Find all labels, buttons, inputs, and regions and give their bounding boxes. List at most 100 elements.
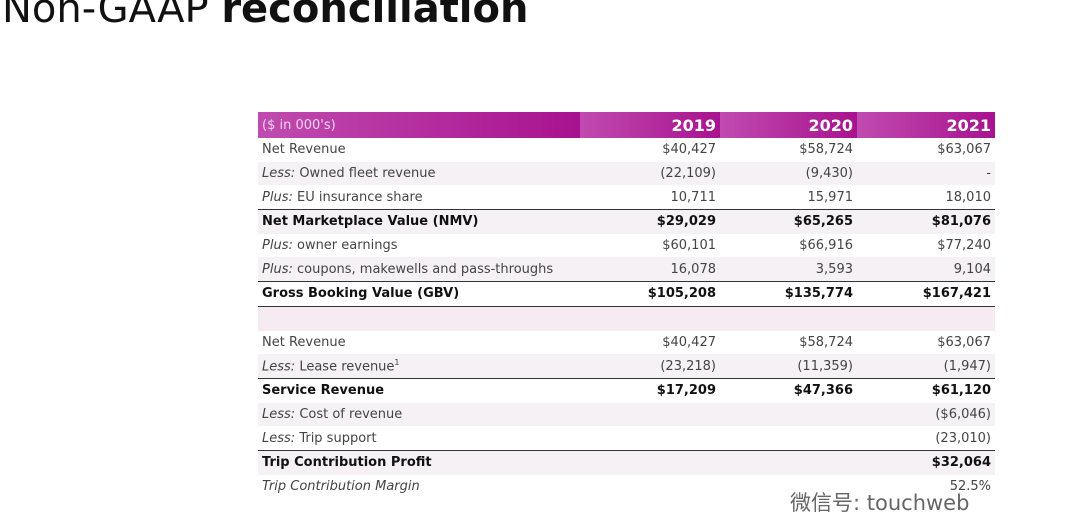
table-row: Gross Booking Value (GBV) $105,208 $135,77… <box>258 281 995 307</box>
cell <box>580 305 720 331</box>
cell <box>720 449 857 475</box>
cell: $81,076 <box>857 209 995 234</box>
row-label: Less: Lease revenue1 <box>258 354 580 379</box>
cell: $105,208 <box>580 281 720 307</box>
cell: $32,064 <box>857 449 995 475</box>
row-label: Trip Contribution Margin <box>258 475 580 499</box>
cell: (23,010) <box>935 430 991 446</box>
row-label-text: Lease revenue <box>299 359 395 375</box>
cell <box>580 402 720 427</box>
spacer-row <box>258 305 995 331</box>
row-label-text: owner earnings <box>296 238 398 254</box>
cell <box>580 449 720 475</box>
cell: $61,120 <box>857 377 995 403</box>
row-prefix: Less: <box>262 430 296 446</box>
row-label: Less: Owned fleet revenue <box>258 161 580 186</box>
row-prefix: Less: <box>262 359 296 375</box>
cell: (9,430) <box>720 161 857 186</box>
row-label: Trip Contribution Profit <box>258 449 580 475</box>
table-row: Trip Contribution Profit $32,064 <box>258 449 995 475</box>
cell: 15,971 <box>807 189 854 205</box>
cell <box>720 402 857 427</box>
table-row: Net Marketplace Value (NMV) $29,029 $65,26… <box>258 209 995 234</box>
row-prefix: Less: <box>262 406 296 422</box>
table-row: Less: Lease revenue1 (23,218) (11,359) (1,9… <box>258 354 995 379</box>
row-label-text: Trip Contribution Margin <box>262 478 420 494</box>
row-label-text: coupons, makewells and pass-throughs <box>296 261 554 277</box>
cell: $29,029 <box>580 209 720 234</box>
cell <box>580 475 720 499</box>
row-label: Less: Trip support <box>258 426 580 450</box>
cell: 9,104 <box>857 257 995 282</box>
row-prefix: Plus: <box>262 238 293 254</box>
table-row: Service Revenue $17,209 $47,366 $61,120 <box>258 377 995 403</box>
cell: $167,421 <box>857 281 995 307</box>
cell: $135,774 <box>720 281 857 307</box>
row-label: Net Revenue <box>258 331 580 355</box>
row-label-text: Cost of revenue <box>299 406 403 422</box>
cell: (23,218) <box>580 354 720 379</box>
table-row: Trip Contribution Margin 52.5% <box>258 475 995 499</box>
column-header: 2020 <box>720 112 857 138</box>
title-light: Non-GAAP <box>2 0 209 32</box>
row-label-text: Trip Contribution Profit <box>262 455 432 471</box>
cell: 18,010 <box>945 189 992 205</box>
row-label-text: Net Revenue <box>262 142 346 158</box>
column-header: 2021 <box>857 112 995 138</box>
cell: 16,078 <box>580 257 720 282</box>
row-label-text: Service Revenue <box>262 383 385 399</box>
cell: $65,265 <box>720 209 857 234</box>
cell: 52.5% <box>949 478 991 494</box>
watermark: 微信号: touchweb <box>790 491 970 515</box>
cell: $66,916 <box>799 238 853 254</box>
row-label-text: Gross Booking Value (GBV) <box>262 286 460 302</box>
cell: $40,427 <box>662 334 716 350</box>
row-label: Net Revenue <box>258 138 580 162</box>
table: ($ in 000's) 2019 2020 2021 Net Revenue $40,4… <box>258 112 995 498</box>
row-label: Gross Booking Value (GBV) <box>258 281 580 307</box>
table-row: Net Revenue $40,427 $58,724 $63,067 <box>258 138 995 162</box>
table-row: Plus: EU insurance share 10,711 15,971 18,0… <box>258 185 995 209</box>
row-prefix: Plus: <box>262 189 293 205</box>
row-label: Plus: owner earnings <box>258 234 580 258</box>
cell: $40,427 <box>662 142 716 158</box>
row-label: Plus: EU insurance share <box>258 185 580 209</box>
cell: (22,109) <box>580 161 720 186</box>
table-row: Less: Trip support (23,010) <box>258 426 995 450</box>
cell <box>258 305 580 331</box>
title-bold: reconciliation <box>221 0 529 32</box>
cell: $77,240 <box>937 238 991 254</box>
cell <box>580 426 720 450</box>
row-prefix: Less: <box>262 166 296 182</box>
row-label: Service Revenue <box>258 377 580 403</box>
cell <box>857 305 995 331</box>
cell: - <box>857 161 995 186</box>
cell: (1,947) <box>857 354 995 379</box>
cell: 3,593 <box>720 257 857 282</box>
table-row: Less: Owned fleet revenue (22,109) (9,430)… <box>258 161 995 186</box>
row-label-text: EU insurance share <box>296 189 423 205</box>
cell: $58,724 <box>799 142 853 158</box>
cell: $60,101 <box>662 238 716 254</box>
cell: $58,724 <box>799 334 853 350</box>
table-row: Plus: owner earnings $60,101 $66,916 $77,24… <box>258 234 995 258</box>
row-label: Plus: coupons, makewells and pass-throug… <box>258 257 580 282</box>
cell: $63,067 <box>937 334 991 350</box>
footnote: 1 <box>394 357 400 367</box>
cell: ($6,046) <box>857 402 995 427</box>
cell: 10,711 <box>670 189 717 205</box>
row-label-text: Net Marketplace Value (NMV) <box>262 214 479 230</box>
cell: $17,209 <box>580 377 720 403</box>
cell: $63,067 <box>937 142 991 158</box>
row-label-text: Owned fleet revenue <box>299 166 436 182</box>
row-label: Net Marketplace Value (NMV) <box>258 209 580 234</box>
table-row: Net Revenue $40,427 $58,724 $63,067 <box>258 331 995 355</box>
column-header: 2019 <box>580 112 720 138</box>
table-row: Less: Cost of revenue ($6,046) <box>258 402 995 427</box>
row-prefix: Plus: <box>262 261 293 277</box>
row-label-text: Trip support <box>299 430 377 446</box>
title: Non-GAAP reconciliation <box>2 0 528 32</box>
header-row: ($ in 000's) 2019 2020 2021 <box>258 112 995 138</box>
row-label: Less: Cost of revenue <box>258 402 580 427</box>
